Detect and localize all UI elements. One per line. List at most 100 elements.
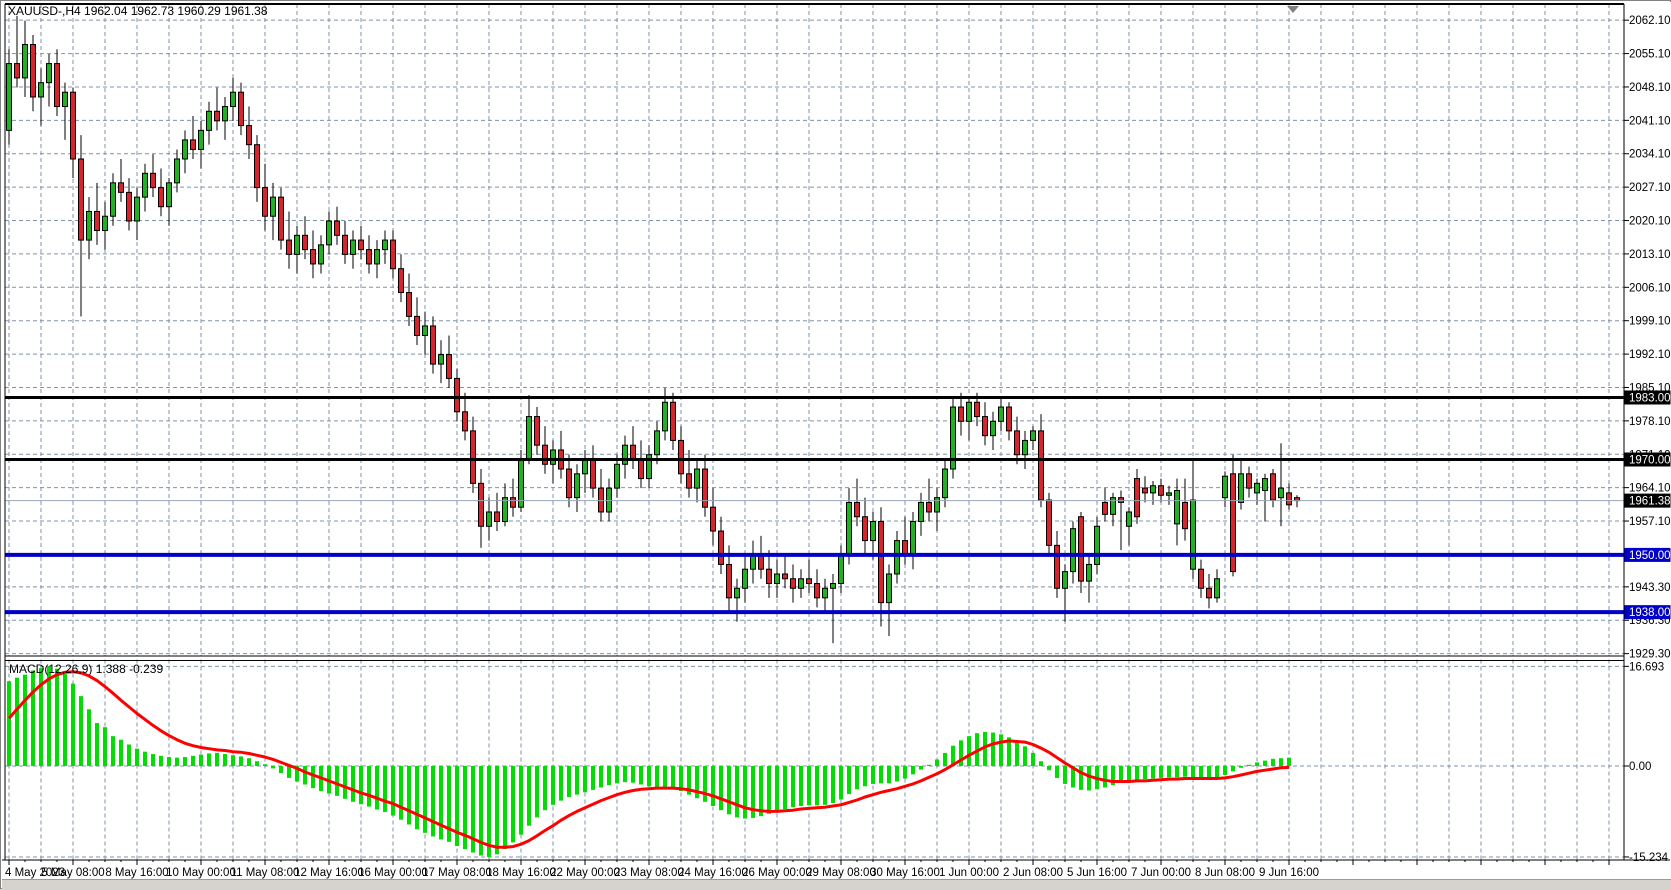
- candle: [1198, 568, 1204, 589]
- time-tick-label: 10 May 00:00: [166, 867, 236, 879]
- candle: [614, 463, 620, 489]
- candle: [814, 583, 820, 599]
- candle: [1022, 439, 1028, 456]
- chart-title: XAUUSD-,H4 1962.04 1962.73 1960.29 1961.…: [8, 4, 268, 18]
- candle: [486, 511, 492, 527]
- candle: [110, 182, 116, 217]
- candle: [1150, 485, 1156, 494]
- candle: [950, 406, 956, 470]
- candle: [446, 354, 452, 379]
- price-tick-label: 1943.30: [1629, 582, 1671, 594]
- candle: [398, 268, 404, 294]
- candle: [878, 521, 884, 604]
- candle: [294, 234, 300, 255]
- candle: [422, 325, 428, 336]
- time-tick-label: 12 May 16:00: [294, 867, 364, 879]
- time-tick-label: 22 May 00:00: [550, 867, 620, 879]
- candle: [918, 501, 924, 523]
- price-tick-label: 1929.30: [1629, 649, 1671, 661]
- macd-scale-label: 0.00: [1629, 761, 1651, 773]
- window-bottom-strip: [2, 879, 1671, 890]
- candle: [278, 196, 284, 241]
- candle: [750, 554, 756, 570]
- time-tick-label: 30 May 16:00: [870, 867, 940, 879]
- price-tick-label: 2006.10: [1629, 282, 1671, 294]
- candle: [910, 521, 916, 556]
- candle: [1086, 563, 1092, 582]
- candle: [318, 244, 324, 265]
- candle: [838, 554, 844, 585]
- candle: [934, 497, 940, 513]
- candle: [54, 63, 60, 108]
- candle: [150, 172, 156, 189]
- candle: [310, 249, 316, 265]
- candle: [1030, 430, 1036, 441]
- candle: [630, 444, 636, 461]
- macd-signal-value: -0.239: [129, 662, 164, 676]
- candle: [830, 583, 836, 589]
- price-tick-label: 1964.10: [1629, 483, 1671, 495]
- candle: [1006, 406, 1012, 432]
- time-tick-label: 17 May 08:00: [422, 867, 492, 879]
- candle: [1254, 482, 1260, 494]
- candle: [806, 578, 812, 585]
- price-tick-label: 2062.10: [1629, 15, 1671, 27]
- candle: [62, 91, 68, 108]
- candle: [638, 459, 644, 480]
- candle: [134, 196, 140, 222]
- candle: [670, 401, 676, 441]
- time-tick-label: 23 May 08:00: [614, 867, 684, 879]
- candle: [190, 139, 196, 150]
- candle: [38, 82, 44, 98]
- candle: [766, 568, 772, 585]
- candle: [182, 139, 188, 160]
- candle: [966, 401, 972, 422]
- candle: [534, 416, 540, 446]
- candle: [254, 144, 260, 189]
- candle: [1278, 487, 1284, 499]
- candle: [726, 563, 732, 599]
- candle: [526, 416, 532, 461]
- candle: [774, 573, 780, 585]
- candle: [1238, 473, 1244, 503]
- candle: [1222, 475, 1228, 499]
- level-price-label: 1961.38: [1629, 496, 1671, 508]
- time-tick-label: 24 May 16:00: [678, 867, 748, 879]
- price-tick-label: 2027.10: [1629, 182, 1671, 194]
- candle: [118, 182, 124, 193]
- price-tick-label: 1999.10: [1629, 316, 1671, 328]
- candles[interactable]: [6, 15, 1300, 644]
- candle: [902, 540, 908, 556]
- candle: [998, 406, 1004, 422]
- time-tick-label: 5 May 08:00: [41, 867, 104, 879]
- candle: [470, 430, 476, 484]
- level-price-label: 1983.00: [1629, 392, 1671, 404]
- candle: [942, 468, 948, 499]
- candle: [334, 220, 340, 236]
- price-tick-label: 2041.10: [1629, 115, 1671, 127]
- candle: [238, 91, 244, 127]
- time-tick-label: 7 Jun 00:00: [1131, 867, 1191, 879]
- candle: [214, 110, 220, 122]
- candle: [862, 516, 868, 542]
- time-tick-label: 26 May 00:00: [742, 867, 812, 879]
- candle: [542, 444, 548, 465]
- time-tick-label: 9 Jun 16:00: [1259, 867, 1319, 879]
- macd-scale-label: -15.234: [1629, 852, 1669, 864]
- candle: [158, 187, 164, 208]
- candle: [1262, 478, 1268, 492]
- candle: [686, 473, 692, 489]
- candle: [222, 106, 228, 122]
- candle: [1174, 490, 1180, 525]
- candle: [1118, 497, 1124, 503]
- candle: [1158, 485, 1164, 496]
- price-tick-label: 1957.10: [1629, 516, 1671, 528]
- time-tick-label: 2 Jun 08:00: [1003, 867, 1063, 879]
- candle: [326, 220, 332, 246]
- chart-shift-marker[interactable]: [1287, 6, 1299, 13]
- candle: [1038, 430, 1044, 501]
- time-tick-label: 29 May 08:00: [806, 867, 876, 879]
- candle: [654, 430, 660, 456]
